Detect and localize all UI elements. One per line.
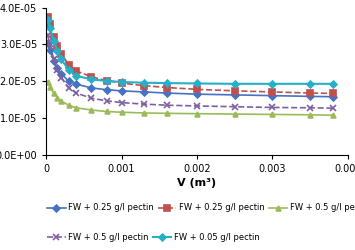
FW + 0.25 g/l pectin	[119, 82, 124, 84]
FW + 0.5 g/l pectin	[48, 85, 52, 88]
FW + 0.5 g/l pectin	[331, 107, 335, 110]
FW + 0.5 g/l pectin	[55, 69, 60, 72]
FW + 0.05 g/l pectin	[55, 50, 60, 52]
FW + 0.5 g/l pectin	[142, 112, 146, 114]
X-axis label: V (m³): V (m³)	[178, 178, 217, 188]
FW + 0.05 g/l pectin	[51, 39, 56, 42]
FW + 0.5 g/l pectin	[89, 108, 94, 112]
FW + 0.25 g/l pectin	[165, 86, 169, 89]
FW + 0.25 g/l pectin	[51, 60, 56, 62]
FW + 0.05 g/l pectin	[74, 74, 78, 77]
FW + 0.25 g/l pectin	[48, 48, 52, 51]
FW + 0.25 g/l pectin	[45, 15, 50, 18]
FW + 0.5 g/l pectin	[119, 101, 124, 104]
FW + 0.25 g/l pectin	[55, 67, 60, 70]
FW + 0.05 g/l pectin	[195, 82, 199, 85]
FW + 0.5 g/l pectin	[55, 96, 60, 99]
FW + 0.05 g/l pectin	[67, 69, 71, 72]
FW + 0.5 g/l pectin	[233, 112, 237, 116]
FW + 0.25 g/l pectin	[308, 95, 312, 98]
FW + 0.5 g/l pectin	[51, 92, 56, 95]
FW + 0.25 g/l pectin	[308, 92, 312, 94]
FW + 0.25 g/l pectin	[165, 92, 169, 94]
FW + 0.5 g/l pectin	[104, 99, 109, 102]
FW + 0.5 g/l pectin	[45, 81, 50, 84]
FW + 0.5 g/l pectin	[48, 43, 52, 46]
Legend: FW + 0.5 g/l pectin, FW + 0.05 g/l pectin: FW + 0.5 g/l pectin, FW + 0.05 g/l pecti…	[47, 233, 260, 242]
FW + 0.25 g/l pectin	[59, 72, 64, 76]
FW + 0.5 g/l pectin	[195, 104, 199, 108]
FW + 0.25 g/l pectin	[74, 70, 78, 72]
FW + 0.25 g/l pectin	[104, 79, 109, 82]
FW + 0.25 g/l pectin	[89, 86, 94, 90]
FW + 0.25 g/l pectin	[74, 83, 78, 86]
FW + 0.5 g/l pectin	[51, 58, 56, 60]
FW + 0.25 g/l pectin	[142, 90, 146, 94]
FW + 0.25 g/l pectin	[331, 95, 335, 98]
FW + 0.5 g/l pectin	[308, 106, 312, 109]
FW + 0.5 g/l pectin	[104, 110, 109, 113]
Line: FW + 0.5 g/l pectin: FW + 0.5 g/l pectin	[44, 32, 336, 112]
FW + 0.5 g/l pectin	[142, 102, 146, 106]
FW + 0.25 g/l pectin	[67, 63, 71, 66]
FW + 0.5 g/l pectin	[59, 76, 64, 79]
FW + 0.25 g/l pectin	[45, 41, 50, 44]
FW + 0.05 g/l pectin	[104, 80, 109, 82]
FW + 0.5 g/l pectin	[271, 113, 275, 116]
FW + 0.25 g/l pectin	[233, 94, 237, 96]
FW + 0.5 g/l pectin	[165, 112, 169, 115]
FW + 0.25 g/l pectin	[48, 22, 52, 26]
FW + 0.5 g/l pectin	[308, 113, 312, 116]
FW + 0.5 g/l pectin	[59, 100, 64, 103]
FW + 0.25 g/l pectin	[271, 94, 275, 97]
FW + 0.05 g/l pectin	[89, 78, 94, 81]
FW + 0.25 g/l pectin	[119, 89, 124, 92]
FW + 0.05 g/l pectin	[271, 82, 275, 85]
FW + 0.25 g/l pectin	[104, 88, 109, 91]
FW + 0.05 g/l pectin	[233, 82, 237, 85]
FW + 0.5 g/l pectin	[89, 97, 94, 100]
Line: FW + 0.25 g/l pectin: FW + 0.25 g/l pectin	[44, 14, 336, 96]
FW + 0.5 g/l pectin	[165, 104, 169, 107]
FW + 0.25 g/l pectin	[59, 52, 64, 55]
FW + 0.5 g/l pectin	[45, 34, 50, 37]
FW + 0.5 g/l pectin	[271, 106, 275, 109]
FW + 0.25 g/l pectin	[67, 80, 71, 83]
FW + 0.05 g/l pectin	[331, 82, 335, 85]
FW + 0.05 g/l pectin	[45, 19, 50, 22]
FW + 0.25 g/l pectin	[51, 36, 56, 38]
FW + 0.05 g/l pectin	[308, 82, 312, 85]
FW + 0.25 g/l pectin	[233, 89, 237, 92]
FW + 0.05 g/l pectin	[119, 80, 124, 84]
FW + 0.05 g/l pectin	[59, 58, 64, 60]
FW + 0.25 g/l pectin	[271, 90, 275, 94]
Line: FW + 0.5 g/l pectin: FW + 0.5 g/l pectin	[45, 80, 335, 118]
FW + 0.25 g/l pectin	[142, 84, 146, 87]
FW + 0.5 g/l pectin	[74, 92, 78, 94]
Line: FW + 0.05 g/l pectin: FW + 0.05 g/l pectin	[45, 18, 335, 86]
FW + 0.25 g/l pectin	[195, 88, 199, 91]
FW + 0.5 g/l pectin	[119, 111, 124, 114]
FW + 0.5 g/l pectin	[67, 86, 71, 90]
FW + 0.5 g/l pectin	[74, 106, 78, 109]
FW + 0.25 g/l pectin	[331, 92, 335, 95]
FW + 0.05 g/l pectin	[142, 81, 146, 84]
Line: FW + 0.25 g/l pectin: FW + 0.25 g/l pectin	[45, 40, 335, 99]
FW + 0.25 g/l pectin	[89, 75, 94, 78]
FW + 0.5 g/l pectin	[67, 104, 71, 107]
FW + 0.05 g/l pectin	[48, 26, 52, 29]
FW + 0.5 g/l pectin	[233, 105, 237, 108]
FW + 0.25 g/l pectin	[195, 93, 199, 96]
FW + 0.25 g/l pectin	[55, 45, 60, 48]
FW + 0.05 g/l pectin	[165, 82, 169, 84]
FW + 0.5 g/l pectin	[331, 114, 335, 117]
FW + 0.5 g/l pectin	[195, 112, 199, 115]
